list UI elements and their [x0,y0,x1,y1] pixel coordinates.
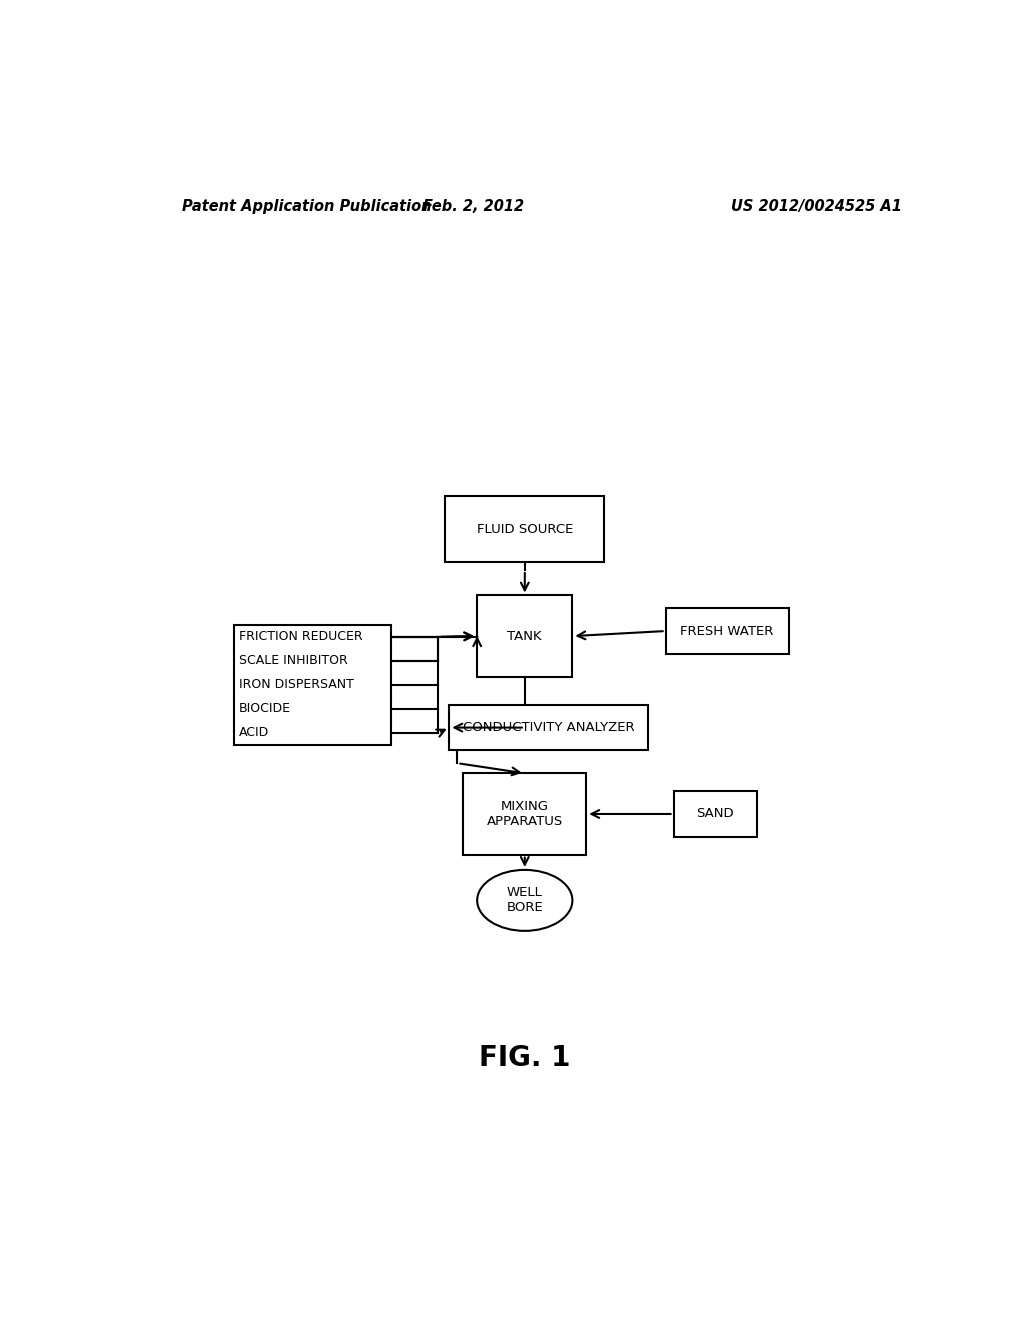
Text: SCALE INHIBITOR: SCALE INHIBITOR [240,655,348,668]
FancyBboxPatch shape [463,774,587,854]
FancyBboxPatch shape [450,705,648,751]
Text: BIOCIDE: BIOCIDE [240,702,291,715]
Text: Patent Application Publication: Patent Application Publication [182,199,431,214]
FancyBboxPatch shape [674,791,757,837]
FancyBboxPatch shape [477,595,572,677]
Text: Feb. 2, 2012: Feb. 2, 2012 [423,199,524,214]
Text: SAND: SAND [696,808,734,821]
FancyBboxPatch shape [666,609,788,653]
FancyBboxPatch shape [233,624,391,744]
Text: FRESH WATER: FRESH WATER [681,624,774,638]
Text: US 2012/0024525 A1: US 2012/0024525 A1 [731,199,902,214]
Text: FIG. 1: FIG. 1 [479,1044,570,1072]
Text: TANK: TANK [508,630,542,643]
Text: WELL
BORE: WELL BORE [507,886,543,915]
Text: MIXING
APPARATUS: MIXING APPARATUS [486,800,563,828]
Ellipse shape [477,870,572,931]
Text: ACID: ACID [240,726,269,739]
Text: FLUID SOURCE: FLUID SOURCE [476,523,573,536]
Text: FRICTION REDUCER: FRICTION REDUCER [240,631,362,643]
Text: IRON DISPERSANT: IRON DISPERSANT [240,678,354,692]
Text: CONDUCTIVITY ANALYZER: CONDUCTIVITY ANALYZER [463,721,635,734]
FancyBboxPatch shape [445,496,604,562]
